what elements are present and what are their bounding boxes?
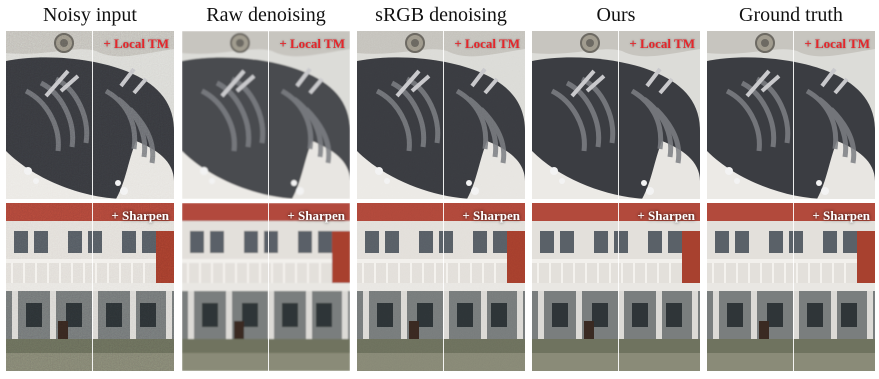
sharpen-label: + Sharpen [637,208,695,223]
jacket-image-panel: + Local TM [357,31,525,199]
house-image-panel: + Sharpen [357,203,525,371]
local-tm-label: + Local TM [103,36,169,51]
split-divider [268,203,269,371]
column-title: Ours [596,4,636,26]
jacket-image-panel: + Local TM [707,31,875,199]
sharpen-label: + Sharpen [111,208,169,223]
house-image-panel: + Sharpen [707,203,875,371]
split-divider [618,203,619,371]
house-image-panel: + Sharpen [182,203,350,371]
house-image-panel: + Sharpen [532,203,700,371]
column-title: Noisy input [43,4,137,26]
split-divider [793,203,794,371]
column-title: sRGB denoising [375,4,507,26]
split-divider [793,31,794,199]
local-tm-label: + Local TM [804,36,870,51]
sharpen-label: + Sharpen [812,208,870,223]
column-title: Raw denoising [206,4,326,26]
split-divider [443,31,444,199]
jacket-image-panel: + Local TM [6,31,174,199]
sharpen-label: + Sharpen [287,208,345,223]
sharpen-label: + Sharpen [462,208,520,223]
house-image-panel: + Sharpen [6,203,174,371]
local-tm-label: + Local TM [454,36,520,51]
split-divider [443,203,444,371]
split-divider [268,31,269,199]
local-tm-label: + Local TM [279,36,345,51]
split-divider [618,31,619,199]
split-divider [92,31,93,199]
column-title: Ground truth [739,4,843,26]
local-tm-label: + Local TM [629,36,695,51]
split-divider [92,203,93,371]
jacket-image-panel: + Local TM [182,31,350,199]
jacket-image-panel: + Local TM [532,31,700,199]
